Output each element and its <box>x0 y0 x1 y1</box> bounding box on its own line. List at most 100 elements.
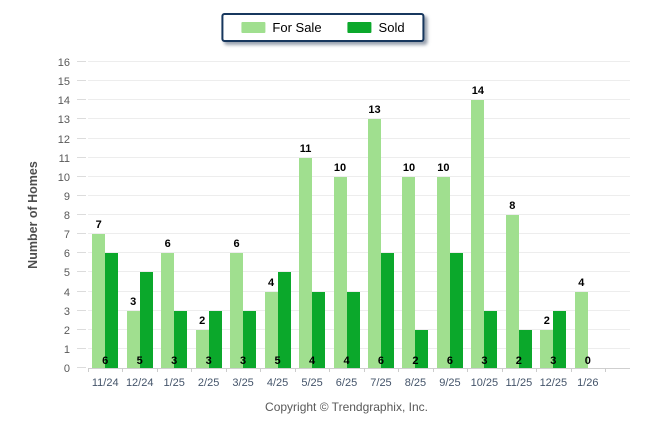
for-sale-value-label: 10 <box>402 161 416 174</box>
x-tick-label: 10/25 <box>470 377 499 389</box>
sold-bar <box>449 253 463 368</box>
gridline <box>88 214 630 215</box>
x-tick-mark <box>467 368 469 372</box>
x-axis-labels: 11/24 12/24 1/25 2/25 3/25 4/25 5/25 6/25 7/25 8/… <box>88 377 605 389</box>
for-sale-bar: 6 <box>230 238 244 368</box>
sold-bar <box>105 253 119 368</box>
y-tick-label: 9 <box>63 190 70 203</box>
y-tick-label: 1 <box>63 343 70 356</box>
for-sale-value-label: 4 <box>268 276 275 289</box>
sold-value-label: 3 <box>481 355 488 367</box>
x-tick-mark <box>225 368 227 372</box>
y-tick-label: 10 <box>57 171 70 184</box>
x-tick-mark <box>536 368 538 372</box>
gridline <box>88 233 630 235</box>
x-tick-label: 6/25 <box>335 377 358 389</box>
x-axis-ticks <box>88 62 630 372</box>
bar-group: 10 4 <box>329 62 363 368</box>
y-tick-label: 16 <box>57 57 70 69</box>
x-tick-mark <box>432 368 434 372</box>
x-tick-label: 11/24 <box>91 377 119 389</box>
sold-value-label: 3 <box>205 355 212 367</box>
gridline <box>88 175 630 177</box>
sold-value-label: 2 <box>412 355 419 367</box>
sold-bar <box>208 310 222 368</box>
for-sale-bar: 6 <box>161 238 175 368</box>
y-tick-label: 11 <box>58 152 70 165</box>
legend: For Sale Sold <box>221 13 425 42</box>
y-tick-label: 7 <box>63 229 70 242</box>
x-tick-mark <box>191 368 193 372</box>
sold-value-label: 3 <box>171 355 178 367</box>
for-sale-bar: 4 <box>264 277 278 368</box>
legend-item-for-sale: For Sale <box>241 20 322 35</box>
sold-value-label: 6 <box>446 355 453 367</box>
y-tick-mark <box>77 61 86 62</box>
sold-swatch <box>347 22 372 33</box>
y-tick-label: 5 <box>63 267 70 280</box>
for-sale-bar: 14 <box>471 85 485 368</box>
bar-group: 10 6 <box>433 62 467 368</box>
gridline <box>88 290 630 292</box>
y-tick-label: 15 <box>57 76 70 89</box>
sold-value-label: 3 <box>550 355 557 367</box>
gridline <box>88 137 630 139</box>
sold-value-label: 6 <box>377 355 385 367</box>
y-tick-mark <box>77 214 86 215</box>
y-axis-tick-labels: 0 1 2 3 4 5 6 7 8 9 10 11 12 13 14 15 16 <box>0 57 88 375</box>
y-tick-mark <box>77 156 86 158</box>
sold-bar <box>553 310 567 368</box>
for-sale-value-label: 11 <box>299 142 312 155</box>
x-tick-label: 5/25 <box>301 377 323 389</box>
x-tick-label: 12/25 <box>539 377 568 389</box>
for-sale-value-label: 13 <box>368 104 381 117</box>
y-tick-mark <box>77 233 86 235</box>
sold-value-label: 5 <box>136 355 143 367</box>
for-sale-value-label: 8 <box>509 200 516 212</box>
y-tick-mark <box>77 99 86 101</box>
sold-value-label: 6 <box>102 355 109 367</box>
for-sale-value-label: 6 <box>233 238 240 251</box>
x-tick-mark <box>398 368 400 372</box>
for-sale-bar: 8 <box>505 200 519 368</box>
for-sale-bar: 4 <box>574 277 588 368</box>
sold-bar <box>174 310 188 368</box>
for-sale-value-label: 10 <box>437 161 450 174</box>
y-tick-mark <box>77 137 86 139</box>
for-sale-bar: 3 <box>126 296 140 368</box>
x-tick-label: 7/25 <box>370 377 392 389</box>
y-tick-label: 8 <box>63 210 70 222</box>
bar-group: 13 6 <box>364 62 398 368</box>
sold-bar <box>380 253 394 368</box>
x-tick-mark <box>501 368 503 372</box>
sold-bar <box>484 310 498 368</box>
bar-group: 14 3 <box>467 62 501 368</box>
bar-groups: 7 6 3 5 6 3 2 3 6 3 4 5 11 4 10 4 13 6 10 2 10 6 14 3 8 2 2 3 4 0 <box>88 62 605 368</box>
y-tick-mark <box>77 194 86 196</box>
y-tick-mark <box>77 80 86 82</box>
x-tick-label: 11/25 <box>505 377 533 389</box>
y-tick-mark <box>77 347 86 349</box>
bar-group: 11 4 <box>295 62 329 368</box>
gridline <box>88 156 630 158</box>
gridline <box>88 252 630 254</box>
x-tick-mark <box>156 368 158 372</box>
sold-value-label: 2 <box>515 355 522 367</box>
for-sale-bar: 10 <box>333 162 347 368</box>
gridline <box>88 99 630 101</box>
gridline <box>88 271 630 273</box>
sold-bar <box>415 329 429 368</box>
x-tick-label: 4/25 <box>266 377 289 389</box>
y-tick-label: 0 <box>63 363 70 375</box>
x-tick-label: 1/25 <box>163 377 185 389</box>
gridline <box>88 80 630 82</box>
x-tick-mark <box>570 368 572 372</box>
bar-group: 10 2 <box>398 62 432 368</box>
sold-bar <box>518 329 532 368</box>
x-tick-mark <box>294 368 296 372</box>
